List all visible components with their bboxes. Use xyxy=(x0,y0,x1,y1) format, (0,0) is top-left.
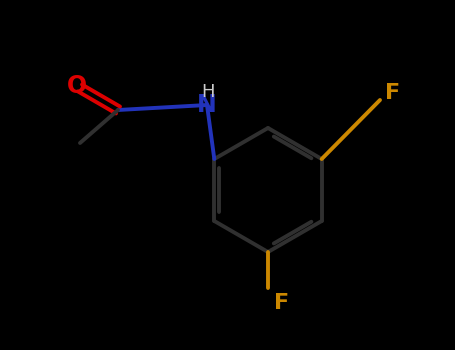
Text: F: F xyxy=(274,293,289,313)
Text: H: H xyxy=(201,83,215,101)
Text: O: O xyxy=(67,74,87,98)
Text: N: N xyxy=(197,93,217,117)
Text: F: F xyxy=(385,83,400,103)
